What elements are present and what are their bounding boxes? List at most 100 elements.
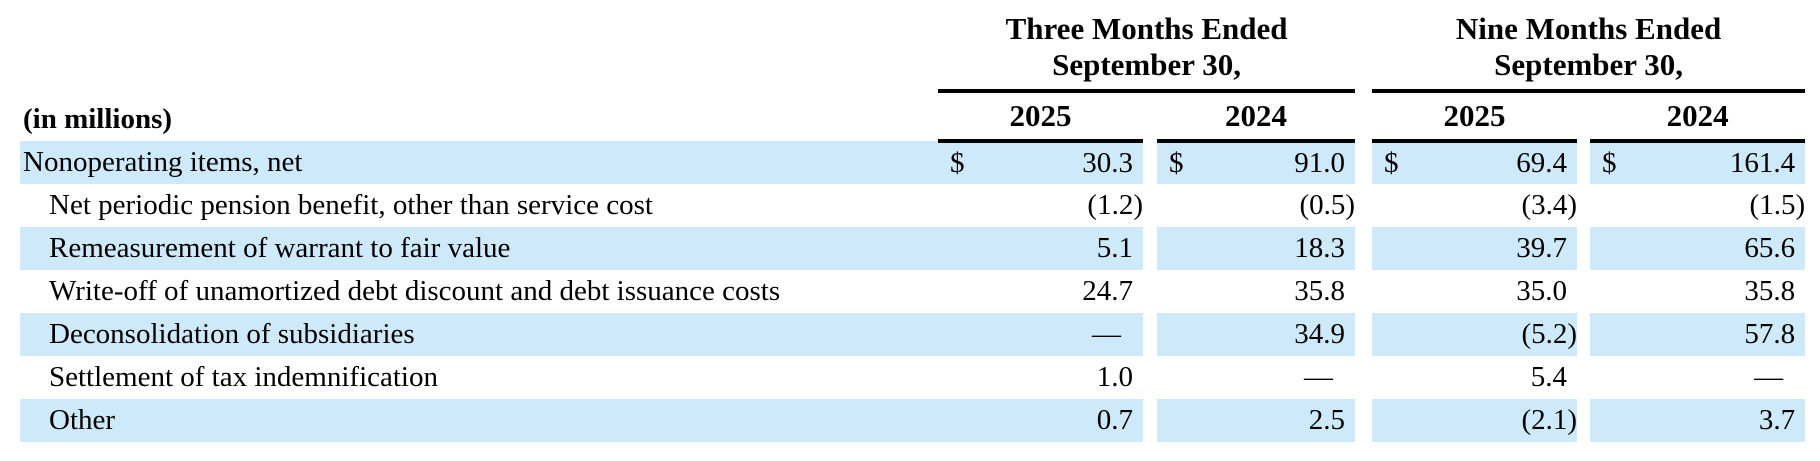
period-title-line2: September 30, [1494,47,1683,82]
currency-symbol-cell: $ [1590,141,1639,184]
currency-symbol-cell [938,184,986,227]
column-spacer [1355,313,1373,356]
column-spacer [1355,141,1373,184]
year-header-3m-2024: 2024 [1157,91,1356,143]
column-spacer [1355,399,1373,442]
period-group-header-row: Three Months Ended September 30, Nine Mo… [20,0,1806,93]
currency-symbol-cell [1590,184,1638,227]
row-label: Nonoperating items, net [20,141,938,184]
header-corner-cell [20,0,938,91]
value-cell: 24.7 [1082,275,1133,307]
currency-symbol-cell [1157,356,1205,399]
currency-symbol-cell [938,356,986,399]
currency-symbol-cell [1372,270,1420,313]
column-spacer [1143,184,1157,227]
column-spacer [1577,227,1591,270]
row-label: Net periodic pension benefit, other than… [49,189,653,221]
column-spacer [1577,356,1590,399]
column-spacer [1577,91,1590,141]
year-header-row: (in millions) 2025 2024 2025 2024 [20,91,1806,143]
currency-symbol-cell [938,399,986,442]
currency-symbol-cell [1372,399,1421,442]
value-cell: — [986,313,1143,356]
currency-symbol-cell [938,227,986,270]
value-cell: (2.1) [1420,399,1578,442]
value-cell: 1.0 [1096,361,1133,393]
currency-symbol-cell [1590,227,1639,270]
value-cell: 39.7 [1420,227,1578,270]
unit-label: (in millions) [23,103,173,135]
column-spacer [1577,184,1590,227]
table-row: Remeasurement of warrant to fair value 5.… [20,227,1806,270]
currency-symbol-cell [1157,184,1205,227]
value-cell: 5.4 [1530,361,1568,393]
value-cell: 65.6 [1638,227,1806,270]
column-spacer [1143,227,1157,270]
group-spacer [1355,91,1372,141]
currency-symbol-cell [1590,356,1638,399]
currency-symbol-cell [1157,227,1205,270]
period-title-line2: September 30, [1052,47,1241,82]
column-spacer [1143,91,1157,141]
currency-symbol-cell [1590,313,1639,356]
column-spacer [1355,184,1372,227]
table-row: Other 0.7 2.5 (2.1) 3.7 [20,399,1806,442]
currency-symbol-cell [1157,313,1205,356]
column-spacer [1143,313,1157,356]
currency-symbol-cell: $ [1372,141,1421,184]
currency-symbol-cell [1372,227,1421,270]
table-body: Nonoperating items, net $30.3 $91.0 $69.4 $1… [20,141,1806,442]
table-row: Deconsolidation of subsidiaries — 34.9 (5.2… [20,313,1806,356]
column-spacer [1577,399,1591,442]
column-spacer [1143,399,1157,442]
value-cell: 161.4 [1638,141,1806,184]
value-cell: 18.3 [1205,227,1356,270]
column-spacer [1355,227,1373,270]
value-cell: 35.8 [1744,275,1796,307]
period-header-three-months: Three Months Ended September 30, [938,0,1356,93]
period-title-line1: Three Months Ended [1005,11,1288,46]
row-label: Remeasurement of warrant to fair value [20,227,938,270]
value-cell: 5.1 [986,227,1143,270]
value-cell: 35.8 [1294,275,1346,307]
period-title-line1: Nine Months Ended [1455,11,1722,46]
value-cell: 0.7 [986,399,1143,442]
column-spacer [1577,270,1590,313]
row-label: Write-off of unamortized debt discount a… [49,275,781,307]
value-cell: (5.2) [1420,313,1578,356]
currency-symbol-cell: $ [1157,141,1205,184]
column-spacer [1143,270,1157,313]
row-label: Deconsolidation of subsidiaries [20,313,938,356]
period-header-nine-months: Nine Months Ended September 30, [1372,0,1806,93]
row-label: Other [20,399,938,442]
table-row: Net periodic pension benefit, other than… [20,184,1805,227]
currency-symbol-cell [938,313,986,356]
column-spacer [1577,313,1591,356]
value-cell: 69.4 [1420,141,1578,184]
currency-symbol-cell [1157,270,1205,313]
currency-symbol-cell [1372,313,1421,356]
value-cell: 2.5 [1205,399,1356,442]
year-header-3m-2025: 2025 [938,91,1143,143]
year-header-9m-2025: 2025 [1372,91,1578,143]
value-cell: (1.2) [1087,189,1143,221]
financial-table: Three Months Ended September 30, Nine Mo… [20,0,1806,442]
value-cell: — [1754,361,1784,393]
value-cell: 3.7 [1638,399,1806,442]
currency-symbol-cell [1157,399,1205,442]
column-spacer [1143,356,1157,399]
column-spacer [1355,270,1372,313]
value-cell: (1.5) [1749,189,1806,221]
currency-symbol-cell [938,270,986,313]
group-spacer [1355,0,1372,91]
value-cell: 91.0 [1205,141,1356,184]
currency-symbol-cell [1590,399,1639,442]
currency-symbol-cell [1372,184,1420,227]
year-header-9m-2024: 2024 [1590,91,1806,143]
column-spacer [1143,141,1157,184]
value-cell: — [1304,361,1334,393]
column-spacer [1577,141,1591,184]
value-cell: (0.5) [1299,189,1356,221]
value-cell: 57.8 [1638,313,1806,356]
currency-symbol-cell [1590,270,1638,313]
